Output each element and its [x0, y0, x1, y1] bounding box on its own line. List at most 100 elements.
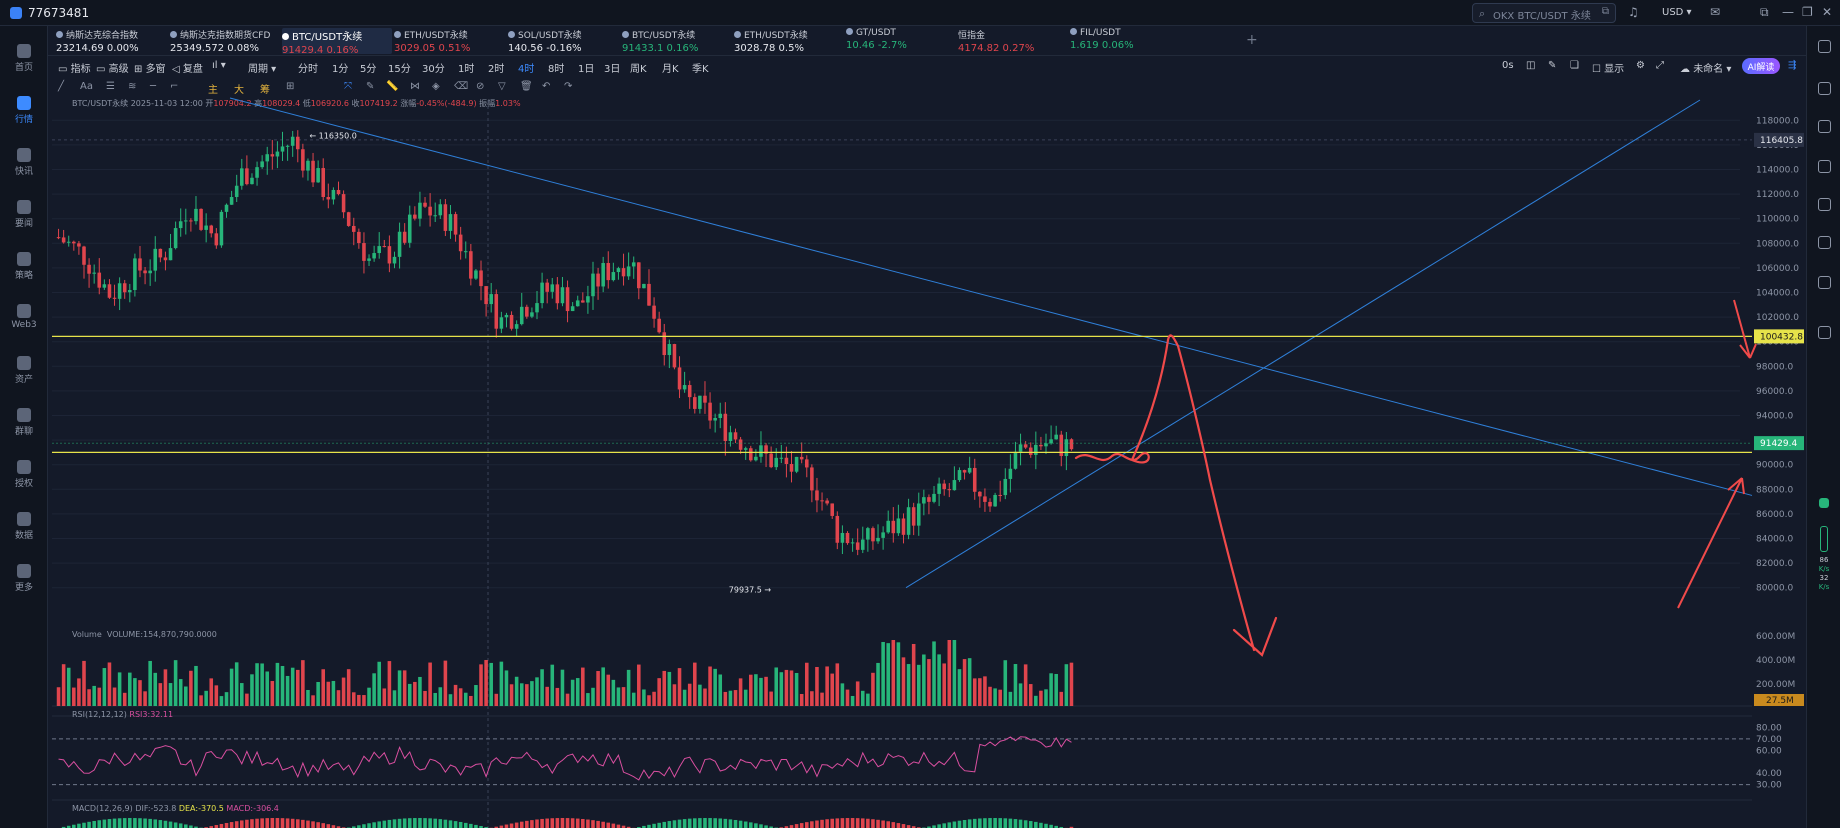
message-icon[interactable]: ✉ [1710, 5, 1721, 19]
ruler-tool-icon[interactable]: 📏 [386, 81, 399, 92]
search-input[interactable]: ⌕ OKX BTC/USDT 永续 ⧉ [1472, 3, 1616, 23]
interval-option[interactable]: 5分 [360, 64, 377, 75]
nav-news[interactable]: 要闻 [0, 200, 48, 229]
popout-icon[interactable]: ⧉ [1760, 5, 1769, 19]
channel-tool-icon[interactable]: ≋ [128, 81, 137, 92]
indicators-button[interactable]: ▭ 指标 [58, 64, 91, 75]
ticker-tab[interactable]: GT/USDT 10.46 -2.7% [846, 28, 907, 51]
interval-option[interactable]: 3日 [604, 64, 621, 75]
grid-tool-icon[interactable]: ⊞ [286, 81, 295, 92]
nav-flash[interactable]: 快讯 [0, 148, 48, 177]
eraser-tool-icon[interactable]: ⌫ [454, 81, 469, 92]
nav-home[interactable]: 首页 [0, 44, 48, 73]
maximize-icon[interactable]: ❐ [1802, 5, 1813, 19]
list-icon[interactable] [1818, 160, 1831, 173]
hline-tool-icon[interactable]: ─ [150, 81, 157, 92]
nav-authorize[interactable]: 授权 [0, 460, 48, 489]
display-button[interactable]: ☐ 显示 [1592, 64, 1625, 75]
main-tag[interactable]: 主 [208, 85, 218, 96]
interval-option[interactable]: 1时 [458, 64, 475, 75]
filter-icon[interactable]: ▽ [498, 81, 506, 92]
nav-assets[interactable]: 资产 [0, 356, 48, 385]
replay-button[interactable]: ◁ 复盘 [172, 64, 203, 75]
interval-option[interactable]: 分时 [298, 64, 318, 75]
interval-option[interactable]: 30分 [422, 64, 445, 75]
close-icon[interactable]: ✕ [1822, 5, 1833, 19]
nav-more[interactable]: 更多 [0, 564, 48, 593]
period-dropdown[interactable]: 周期 ▾ [248, 64, 277, 75]
bell-icon[interactable]: ♫ [1628, 5, 1639, 19]
copy-icon[interactable]: ❏ [1570, 60, 1579, 71]
ticker-tab[interactable]: BTC/USDT永续 91433.1 0.16% [622, 31, 699, 54]
share-icon[interactable]: ⇶ [1788, 60, 1797, 71]
orderbook-icon[interactable] [1818, 120, 1831, 133]
volume-bar [759, 677, 763, 706]
text-tool-icon[interactable]: Aa [80, 81, 93, 92]
magnet-tool-icon[interactable]: ◈ [432, 81, 440, 92]
add-tab-icon[interactable]: + [1246, 32, 1258, 48]
interval-option[interactable]: 月K [662, 64, 679, 75]
chart-type-button[interactable]: ıl ▾ [212, 60, 226, 71]
interval-option[interactable]: 季K [692, 64, 709, 75]
macd-bar [372, 822, 376, 828]
ticker-tab[interactable]: SOL/USDT永续 140.56 -0.16% [508, 31, 582, 54]
speed-icon[interactable] [1818, 326, 1831, 339]
nav-data[interactable]: 数据 [0, 512, 48, 541]
screenshot-icon[interactable]: ⧉ [1601, 6, 1609, 17]
ticker-tab[interactable]: 恒指金 4174.82 0.27% [958, 31, 1035, 54]
trendline-tool-icon[interactable]: ⤧ [344, 81, 352, 92]
calendar-icon[interactable] [1818, 236, 1831, 249]
edit-icon[interactable]: ✎ [1548, 60, 1557, 71]
volume-bar [453, 684, 458, 706]
interval-option[interactable]: 周K [630, 64, 647, 75]
redo-icon[interactable]: ↷ [564, 81, 573, 92]
nav-market[interactable]: 行情 [0, 96, 48, 125]
drawing-toolbar: ╱ Aa ☰ ≋ ─ ⌐ 主 大 筹 ⊞ ⤧ ✎ 📏 ⋈ ◈ ⌫ ⊘ ▽ 🗑 ↶… [48, 78, 1806, 96]
interval-option[interactable]: 1日 [578, 64, 595, 75]
price-tick: 114000.0 [1756, 166, 1799, 176]
trash-icon[interactable]: 🗑 [520, 81, 533, 92]
ticker-tab[interactable]: ETH/USDT永续 3029.05 0.51% [394, 31, 471, 54]
fib-tool-icon[interactable]: ☰ [106, 81, 115, 92]
interval-option[interactable]: 2时 [488, 64, 505, 75]
ticker-tab[interactable]: 纳斯达克指数期货CFD 25349.572 0.08% [170, 31, 271, 54]
layout-name-dropdown[interactable]: ☁ 未命名 ▾ [1680, 64, 1732, 75]
nav-strategy[interactable]: 策略 [0, 252, 48, 281]
ticker-tab[interactable]: FIL/USDT 1.619 0.06% [1070, 28, 1134, 51]
macd-bar [143, 818, 147, 828]
brush-tool-icon[interactable]: ✎ [366, 81, 375, 92]
watchlist-icon[interactable] [1818, 82, 1831, 95]
camera-icon[interactable]: ◫ [1526, 60, 1536, 71]
ticker-tab[interactable]: ETH/USDT永续 3028.78 0.5% [734, 31, 808, 54]
chip-tag[interactable]: 筹 [260, 85, 270, 96]
nav-group-chat[interactable]: 群聊 [0, 408, 48, 437]
ai-analysis-button[interactable]: AI解读 [1742, 58, 1780, 74]
fullscreen-icon[interactable]: ⤢ [1656, 60, 1664, 71]
multi-window-button[interactable]: ⊞ 多窗 [134, 64, 166, 75]
ray-tool-icon[interactable]: ⌐ [170, 81, 179, 92]
settings-icon[interactable]: ⚙ [1636, 60, 1645, 71]
layout-icon[interactable] [1818, 40, 1831, 53]
ticker-tab[interactable]: 纳斯达克综合指数 23214.69 0.00% [56, 31, 139, 54]
volume-bar [896, 642, 901, 706]
interval-option[interactable]: 15分 [388, 64, 411, 75]
ticker-tab-active[interactable]: BTC/USDT永续 91429.4 0.16% [282, 28, 392, 56]
lock-tool-icon[interactable]: ⊘ [476, 81, 485, 92]
minimize-icon[interactable]: — [1782, 5, 1794, 19]
volume-bar [1044, 689, 1048, 706]
interval-option[interactable]: 8时 [548, 64, 565, 75]
undo-icon[interactable]: ↶ [542, 81, 551, 92]
interval-option[interactable]: 1分 [332, 64, 349, 75]
detail-icon[interactable] [1818, 198, 1831, 211]
line-tool-icon[interactable]: ╱ [58, 81, 65, 92]
currency-select[interactable]: USD ▾ [1662, 7, 1692, 18]
big-tag[interactable]: 大 [234, 85, 244, 96]
candle-body [911, 507, 916, 526]
nav-web3[interactable]: Web3 [0, 304, 48, 330]
interval-option-selected[interactable]: 4时 [518, 64, 535, 75]
macd-bar [978, 818, 982, 828]
advanced-button[interactable]: ▭ 高级 [96, 64, 129, 75]
pattern-tool-icon[interactable]: ⋈ [410, 81, 420, 92]
robot-icon[interactable] [1818, 276, 1831, 289]
